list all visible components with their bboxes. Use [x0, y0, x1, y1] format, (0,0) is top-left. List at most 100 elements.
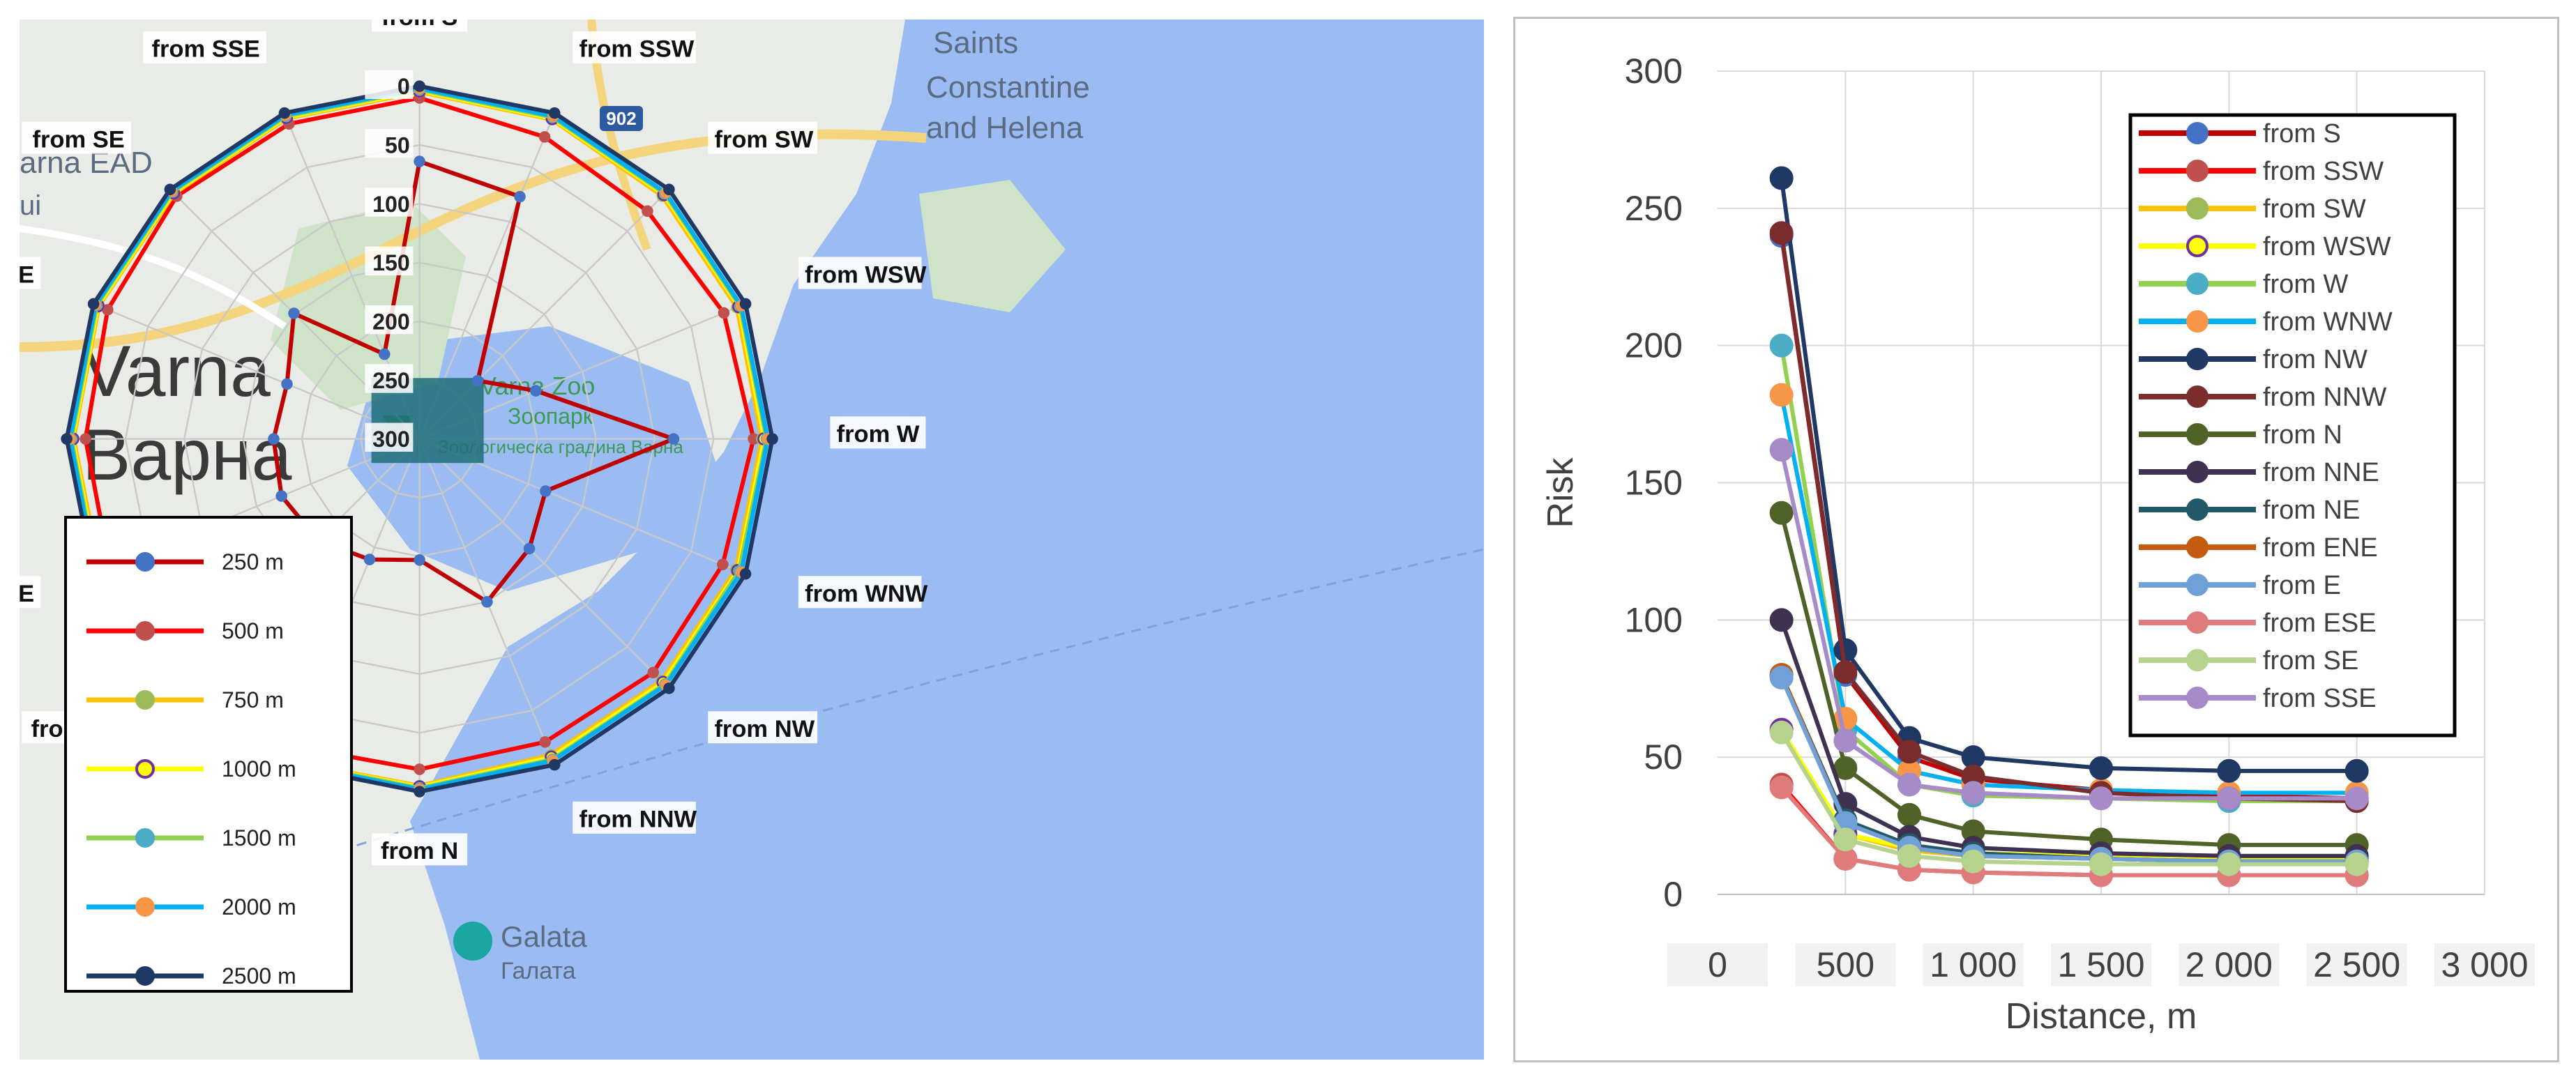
- radar-category-label: from ESE: [20, 261, 34, 288]
- line-point: [2089, 786, 2113, 811]
- x-tick-bg: [2306, 943, 2407, 986]
- radar-point: [164, 183, 176, 196]
- radar-category-label: from W: [837, 421, 920, 448]
- line-legend-label: from WSW: [2263, 232, 2391, 261]
- radar-category-label: from SW: [714, 126, 813, 153]
- radar-point: [102, 304, 114, 316]
- radar-spoke: [93, 303, 421, 440]
- x-tick-label: 500: [1817, 945, 1874, 984]
- line-legend-marker: [2186, 649, 2208, 671]
- line-point: [1769, 221, 1794, 245]
- radar-point: [667, 433, 680, 445]
- x-tick-bg: [1667, 943, 1768, 986]
- radar-tick-label: 50: [385, 132, 410, 158]
- x-tick-bg: [1923, 943, 2024, 986]
- radar-category-bg: [573, 31, 696, 63]
- line-point: [1769, 608, 1794, 632]
- radar-tick-bg: [365, 364, 414, 393]
- line-legend-label: from S: [2263, 119, 2341, 148]
- line-legend-marker: [2186, 273, 2208, 295]
- x-tick-label: 1 500: [2057, 945, 2144, 984]
- radar-point: [414, 763, 425, 775]
- map-label-galata-bg: Галата: [501, 958, 576, 984]
- line-point: [1897, 843, 1921, 868]
- galata-pin-icon: [453, 922, 492, 961]
- radar-category-bg: [573, 801, 696, 834]
- radar-category-bg: [830, 416, 926, 449]
- line-legend-marker: [2186, 687, 2208, 709]
- radar-point: [414, 155, 425, 167]
- line-point: [2217, 852, 2241, 876]
- radar-legend-label: 2500 m: [222, 963, 296, 988]
- radar-legend-marker: [135, 690, 155, 710]
- radar-point: [540, 485, 552, 497]
- line-legend-label: from NW: [2263, 345, 2367, 374]
- line-point: [1833, 756, 1858, 780]
- line-legend-marker: [2186, 310, 2208, 333]
- radar-point: [471, 374, 484, 387]
- radar-legend-marker: [135, 966, 155, 986]
- radar-point: [514, 190, 526, 203]
- map-road-3: [20, 225, 287, 330]
- line-point: [2344, 786, 2369, 811]
- line-legend-label: from SW: [2263, 194, 2366, 224]
- line-legend-marker: [2186, 197, 2208, 220]
- map-label-city-en: Varna: [82, 331, 271, 412]
- radar-point: [739, 298, 752, 310]
- radar-tick-bg: [365, 188, 414, 217]
- line-point: [1897, 740, 1921, 764]
- radar-series: [61, 80, 778, 797]
- radar-category-bg: [20, 257, 41, 289]
- radar-tick-bg: [365, 70, 414, 99]
- line-legend-label: from ESE: [2263, 609, 2377, 638]
- radar-category-bg: [798, 257, 922, 289]
- radar-point: [538, 131, 551, 143]
- radar-category-label: from SSE: [151, 36, 259, 63]
- radar-category-label: from WSW: [805, 261, 927, 288]
- radar-point: [414, 786, 425, 797]
- line-legend-marker: [2186, 235, 2208, 257]
- y-tick-label: 250: [1625, 189, 1683, 228]
- line-legend-marker: [2186, 536, 2208, 558]
- y-tick-label: 0: [1663, 875, 1683, 914]
- map-label-company-2: ui: [20, 190, 41, 221]
- radar-category-label: from N: [381, 838, 458, 864]
- radar-tick-bg: [365, 422, 414, 452]
- radar-point: [378, 348, 391, 360]
- radar-legend-marker: [135, 897, 155, 917]
- radar-legend-label: 250 m: [222, 549, 284, 574]
- radar-category-label: from NNW: [579, 807, 697, 833]
- line-legend-label: from SSE: [2263, 684, 2377, 713]
- map-sea: [410, 20, 1484, 1060]
- radar-point: [87, 298, 100, 310]
- radar-tick-label: 250: [372, 368, 410, 393]
- radar-point: [268, 433, 280, 445]
- line-legend-label: from NE: [2263, 496, 2360, 525]
- line-legend-marker: [2186, 498, 2208, 521]
- radar-legend-label: 500 m: [222, 618, 284, 643]
- line-legend-label: from ENE: [2263, 533, 2378, 563]
- radar-legend-label: 1000 m: [222, 756, 296, 781]
- x-tick-bg: [2051, 943, 2151, 986]
- road-badge: [600, 106, 643, 131]
- line-point: [1833, 660, 1858, 685]
- x-tick-label: 3 000: [2441, 945, 2528, 984]
- line-legend: from S from SSW from SW from WSW from W from …: [2128, 113, 2457, 738]
- line-chart: 0 50 100 150 200 250 300 0 500 1 000 1 500 2 000 2 5…: [1540, 52, 2535, 1037]
- radar-legend-label: 750 m: [222, 687, 284, 712]
- map-label-resort-1: Saints: [933, 26, 1018, 60]
- line-point: [1897, 802, 1921, 827]
- radar-point: [79, 433, 91, 445]
- y-tick-label: 200: [1625, 326, 1683, 365]
- radar-point: [663, 183, 675, 196]
- line-point: [1769, 166, 1794, 190]
- line-point: [1769, 383, 1794, 407]
- x-tick-bg: [1795, 943, 1896, 986]
- line-point: [1833, 846, 1858, 871]
- line-point: [1961, 849, 1985, 873]
- y-tick-label: 100: [1625, 600, 1683, 639]
- radar-point: [548, 107, 561, 119]
- radar-tick-label: 100: [372, 192, 410, 217]
- radar-category-bg: [20, 576, 41, 609]
- line-legend-box: [2128, 113, 2457, 738]
